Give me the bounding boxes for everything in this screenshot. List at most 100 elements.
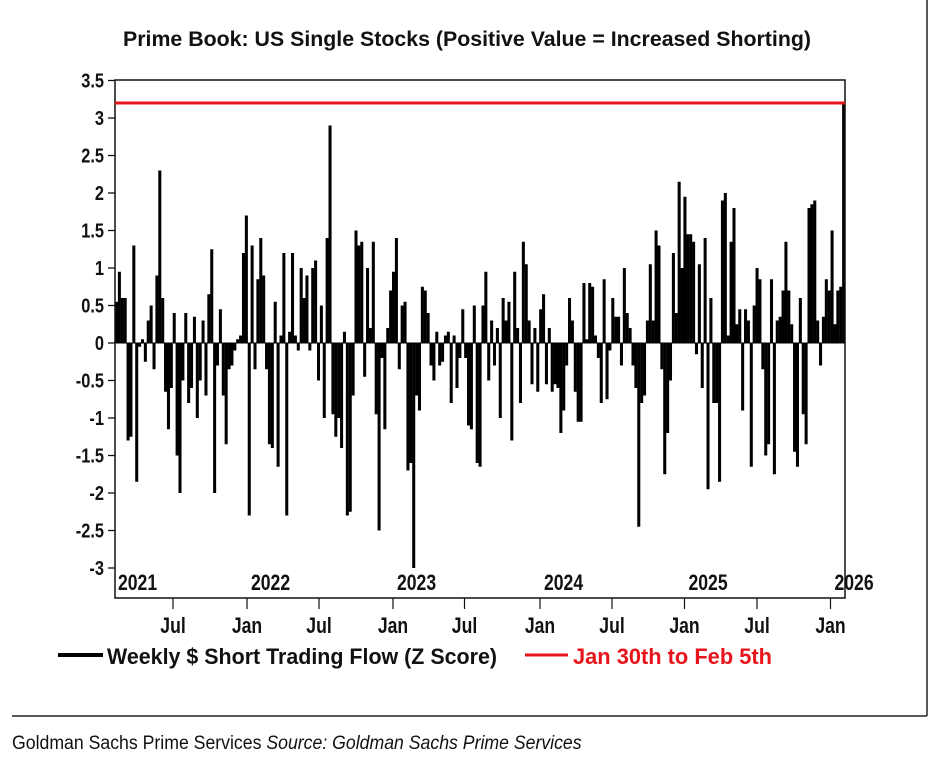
bar [449, 343, 453, 403]
year-label: 2026 [835, 571, 874, 595]
y-tick-label: 1.5 [81, 219, 104, 242]
bar [357, 245, 361, 343]
month-label: Jan [378, 614, 408, 638]
footer-caption: Goldman Sachs Prime Services Source: Gol… [12, 733, 582, 755]
bar [464, 343, 468, 358]
bar [265, 343, 269, 370]
bar [686, 234, 690, 343]
footer-source: Source: Goldman Sachs Prime Services [266, 733, 582, 754]
bar [628, 328, 632, 343]
bar [680, 268, 684, 343]
bar [403, 301, 407, 343]
bar [761, 343, 765, 370]
month-label: Jan [232, 614, 262, 638]
bar [692, 241, 696, 343]
legend: Weekly $ Short Trading Flow (Z Score) Ja… [58, 644, 772, 669]
month-label: Jul [599, 614, 624, 638]
bar [706, 343, 710, 490]
chart-title: Prime Book: US Single Stocks (Positive V… [123, 28, 811, 51]
bar [132, 245, 136, 343]
bar [259, 238, 263, 343]
bar [435, 331, 439, 343]
bar [478, 343, 482, 467]
bar [729, 241, 733, 343]
bar [533, 328, 537, 343]
x-axis: 2021 2022 2023 2024 2025 2026 Jul Jan Jul Jan Jul J… [118, 571, 874, 638]
bar [334, 343, 338, 437]
bar [383, 343, 387, 430]
bar [510, 343, 514, 441]
bar [827, 290, 831, 343]
bar [305, 275, 309, 343]
bar [657, 245, 661, 343]
bar [123, 298, 127, 343]
plot-frame [114, 79, 846, 599]
bar [140, 339, 145, 343]
bar [152, 343, 156, 370]
bar [293, 335, 297, 343]
bar [363, 343, 367, 377]
bar [663, 343, 667, 475]
bar [703, 238, 707, 343]
bar [443, 335, 447, 343]
bar [149, 305, 153, 343]
bar [619, 343, 623, 366]
bar [438, 343, 442, 366]
bar [562, 343, 566, 411]
bar [386, 328, 390, 343]
bar [683, 196, 687, 343]
bar [622, 268, 626, 343]
bar [409, 343, 413, 463]
bar [146, 320, 150, 343]
month-label: Jul [160, 614, 185, 638]
bar [787, 290, 791, 343]
bar [377, 343, 381, 531]
bar [556, 343, 560, 388]
bar [588, 283, 592, 343]
bar [625, 313, 629, 343]
bar [539, 309, 543, 343]
bar [213, 343, 217, 493]
y-tick-label: -1 [89, 406, 104, 429]
bar [521, 241, 525, 343]
bar [348, 343, 352, 512]
bar [749, 343, 753, 467]
bar [267, 343, 271, 445]
bar [227, 343, 231, 370]
bar [810, 204, 814, 343]
bar [172, 313, 176, 343]
bar [429, 343, 433, 366]
bar [331, 343, 335, 415]
bar [501, 298, 505, 343]
bar [605, 343, 609, 400]
bar [325, 238, 329, 343]
month-label: Jul [452, 614, 477, 638]
bar [732, 208, 736, 343]
bar [671, 253, 675, 343]
bar [793, 343, 797, 452]
bar [591, 286, 595, 343]
bar [712, 343, 716, 403]
bar [524, 264, 528, 343]
bar [224, 343, 228, 445]
bar [758, 279, 762, 343]
bar [406, 343, 410, 471]
y-tick-label: 2.5 [81, 144, 104, 167]
y-tick-label: -2 [89, 481, 104, 504]
bar [689, 234, 693, 343]
bar [417, 343, 421, 411]
bar [282, 253, 286, 343]
bar [715, 343, 719, 403]
bar [458, 343, 462, 358]
bar [637, 343, 641, 527]
y-tick-label: -1.5 [76, 444, 104, 467]
bar [579, 343, 583, 422]
bar [648, 264, 652, 343]
bar [778, 316, 782, 343]
bar [262, 275, 266, 343]
bar [807, 208, 811, 343]
bar [368, 328, 372, 343]
bar [813, 200, 817, 343]
bar [120, 298, 124, 343]
